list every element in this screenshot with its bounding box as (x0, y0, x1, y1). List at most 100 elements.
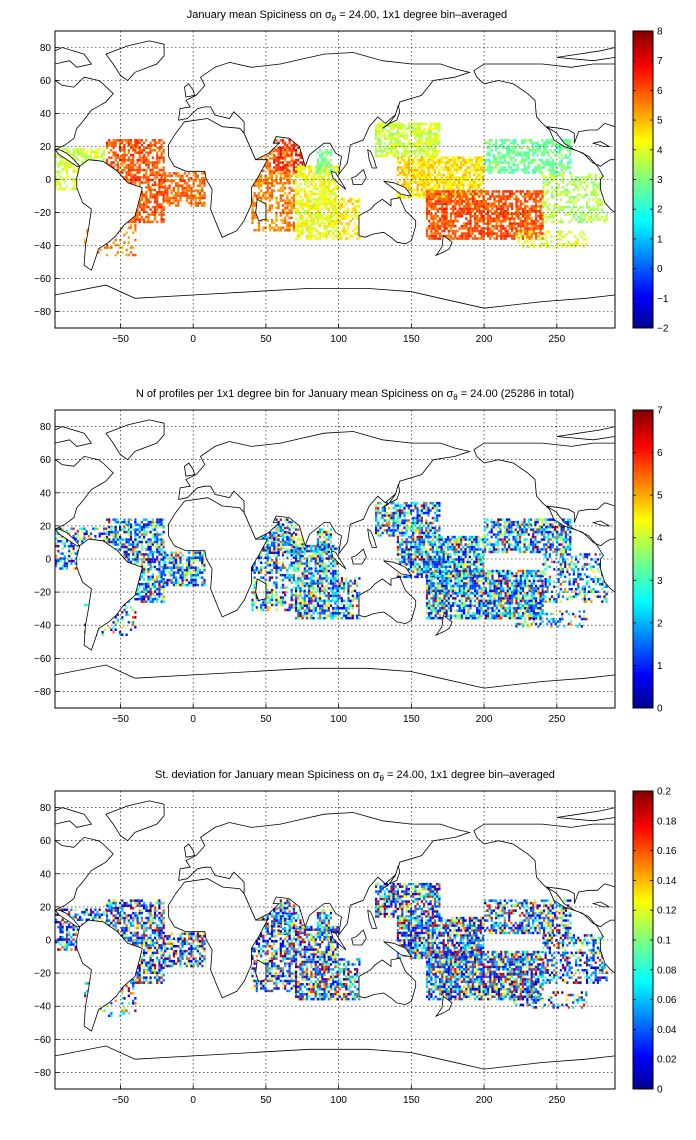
data-cell (478, 224, 481, 228)
data-cell (508, 146, 511, 149)
data-cell (112, 139, 115, 142)
data-cell (279, 229, 282, 232)
data-cell (401, 127, 404, 130)
data-cell (505, 139, 509, 142)
data-cell (545, 245, 549, 248)
data-cell (438, 125, 441, 128)
data-cell (438, 163, 441, 167)
data-cell (65, 544, 69, 548)
data-cell (564, 188, 567, 192)
data-cell (506, 212, 509, 215)
data-cell (537, 210, 540, 213)
data-cell (303, 172, 306, 176)
data-cell (329, 163, 333, 167)
data-cell (464, 163, 467, 167)
data-cell (332, 197, 335, 201)
data-cell (429, 142, 432, 145)
data-cell (116, 166, 119, 169)
data-cell (74, 180, 77, 183)
data-cell (420, 183, 423, 187)
data-cell (314, 207, 317, 211)
data-cell (100, 155, 103, 159)
data-cell (132, 176, 135, 179)
data-cell (388, 130, 391, 133)
data-cell (497, 146, 500, 149)
data-cell (545, 139, 548, 142)
data-cell (295, 190, 298, 193)
data-cell (172, 196, 175, 200)
data-cell (572, 203, 575, 206)
data-cell (286, 201, 289, 205)
data-cell (119, 149, 122, 152)
data-cell (358, 200, 361, 203)
data-cell (81, 527, 84, 530)
data-cell (558, 149, 561, 152)
data-cell (503, 141, 506, 145)
data-cell (431, 142, 434, 145)
data-cell (323, 200, 326, 203)
data-cell (452, 219, 455, 223)
data-cell (433, 168, 437, 172)
data-cell (114, 156, 117, 159)
data-cell (160, 146, 163, 149)
data-cell (114, 528, 117, 531)
data-cell (549, 141, 552, 145)
data-cell (74, 562, 77, 565)
data-cell (405, 181, 408, 184)
data-cell (340, 234, 343, 238)
data-cell (588, 173, 591, 177)
data-cell (127, 253, 130, 257)
data-cell (489, 197, 492, 201)
data-cell (414, 127, 417, 130)
data-cell (375, 152, 378, 155)
data-cell (297, 212, 300, 215)
data-cell (57, 562, 60, 565)
data-cell (487, 229, 490, 233)
data-cell (528, 227, 531, 230)
data-cell (119, 540, 122, 544)
data-cell (125, 548, 128, 551)
data-cell (561, 245, 564, 248)
y-tick-label: 20 (40, 142, 52, 153)
data-cell (301, 232, 304, 235)
data-cell (396, 166, 399, 169)
data-cell (548, 245, 551, 248)
data-cell (281, 194, 285, 197)
data-cell (396, 137, 399, 140)
data-cell (436, 196, 439, 199)
data-cell (281, 161, 285, 164)
data-cell (57, 172, 60, 176)
data-cell (334, 165, 337, 168)
coastline-greenland (105, 40, 165, 82)
data-cell (471, 193, 474, 196)
data-cell (264, 219, 267, 222)
data-cell (559, 233, 562, 236)
data-cell (70, 544, 73, 548)
data-cell (151, 183, 154, 187)
data-cell (55, 530, 58, 533)
data-cell (473, 188, 476, 192)
data-cell (493, 237, 496, 240)
data-cell (541, 190, 544, 193)
data-cell (127, 181, 130, 184)
data-cell (129, 144, 133, 147)
data-cell (567, 163, 570, 167)
data-cell (166, 199, 169, 202)
data-cell (314, 197, 317, 201)
data-cell (61, 557, 64, 560)
data-cell (491, 212, 494, 215)
data-cell (427, 156, 430, 159)
data-cell (466, 188, 469, 192)
data-cell (504, 227, 507, 230)
data-cell (416, 183, 419, 187)
data-cell (505, 146, 509, 149)
data-cell (299, 202, 302, 206)
data-cell (473, 163, 476, 167)
data-cell (125, 555, 128, 559)
data-cell (427, 173, 430, 177)
data-cell (441, 210, 444, 213)
data-cell (177, 194, 180, 197)
data-cell (336, 210, 339, 213)
data-cell (160, 153, 163, 157)
data-cell (332, 207, 335, 211)
